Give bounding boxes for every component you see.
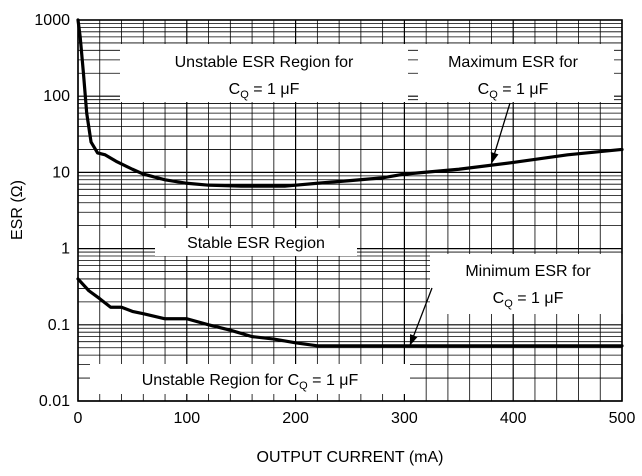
series-max-esr-line <box>76 18 624 188</box>
unstable-low-c: C <box>288 372 300 389</box>
annotation-arrows <box>409 102 511 347</box>
y-tick-label: 1 <box>61 241 70 258</box>
min-esr-arrowhead <box>409 334 418 346</box>
max-esr-line1: Maximum ESR for <box>448 54 578 71</box>
min-esr-box <box>430 254 626 314</box>
tick-labels: 0 100 200 300 400 500 0.01 0.1 1 10 100 1000 <box>34 12 635 427</box>
max-esr-rest: = 1 μF <box>498 81 549 98</box>
unstable-esr-line1: Unstable ESR Region for <box>175 54 354 71</box>
x-tick-label: 500 <box>609 410 636 427</box>
x-tick-label: 300 <box>391 410 418 427</box>
unstable-esr-sub: Q <box>240 89 249 101</box>
x-tick-label: 400 <box>500 410 527 427</box>
unstable-esr-box <box>120 44 408 102</box>
min-esr-line2: CQ = 1 μF <box>493 290 564 310</box>
annotation-texts: Unstable ESR Region for CQ = 1 μF Maximu… <box>142 54 592 392</box>
unstable-low-box <box>90 364 410 394</box>
unstable-low-sub: Q <box>299 380 308 392</box>
y-tick-label: 0.01 <box>39 393 70 410</box>
y-tick-label: 10 <box>52 164 70 181</box>
stable-esr-label: Stable ESR Region <box>187 235 325 252</box>
unstable-low-label: Unstable Region for CQ = 1 μF <box>142 372 359 392</box>
series <box>76 18 624 348</box>
unstable-low-prefix: Unstable Region for <box>142 372 288 389</box>
stable-esr-box <box>155 228 357 256</box>
unstable-low-rest: = 1 μF <box>308 372 359 389</box>
min-esr-c: C <box>493 290 505 307</box>
min-esr-rest: = 1 μF <box>513 290 564 307</box>
unstable-esr-c: C <box>229 81 241 98</box>
y-tick-label: 100 <box>43 88 70 105</box>
max-esr-c: C <box>478 81 490 98</box>
max-esr-line2: CQ = 1 μF <box>478 81 549 101</box>
min-esr-sub: Q <box>504 298 513 310</box>
unstable-esr-line2: CQ = 1 μF <box>229 81 300 101</box>
y-axis-label: ESR (Ω) <box>9 180 26 240</box>
series-min-esr-line <box>76 277 624 348</box>
plot-frame <box>77 19 623 402</box>
x-tick-label: 100 <box>173 410 200 427</box>
max-esr-sub: Q <box>489 89 498 101</box>
x-axis-label: OUTPUT CURRENT (mA) <box>257 449 444 466</box>
max-esr-arrowhead <box>490 152 499 164</box>
min-esr-line1: Minimum ESR for <box>465 263 591 280</box>
unstable-esr-rest: = 1 μF <box>249 81 300 98</box>
y-tick-label: 0.1 <box>48 317 70 334</box>
x-tick-label: 0 <box>74 410 83 427</box>
y-tick-label: 1000 <box>34 12 70 29</box>
x-tick-label: 200 <box>282 410 309 427</box>
max-esr-box <box>418 44 614 102</box>
annotation-boxes <box>90 44 626 394</box>
